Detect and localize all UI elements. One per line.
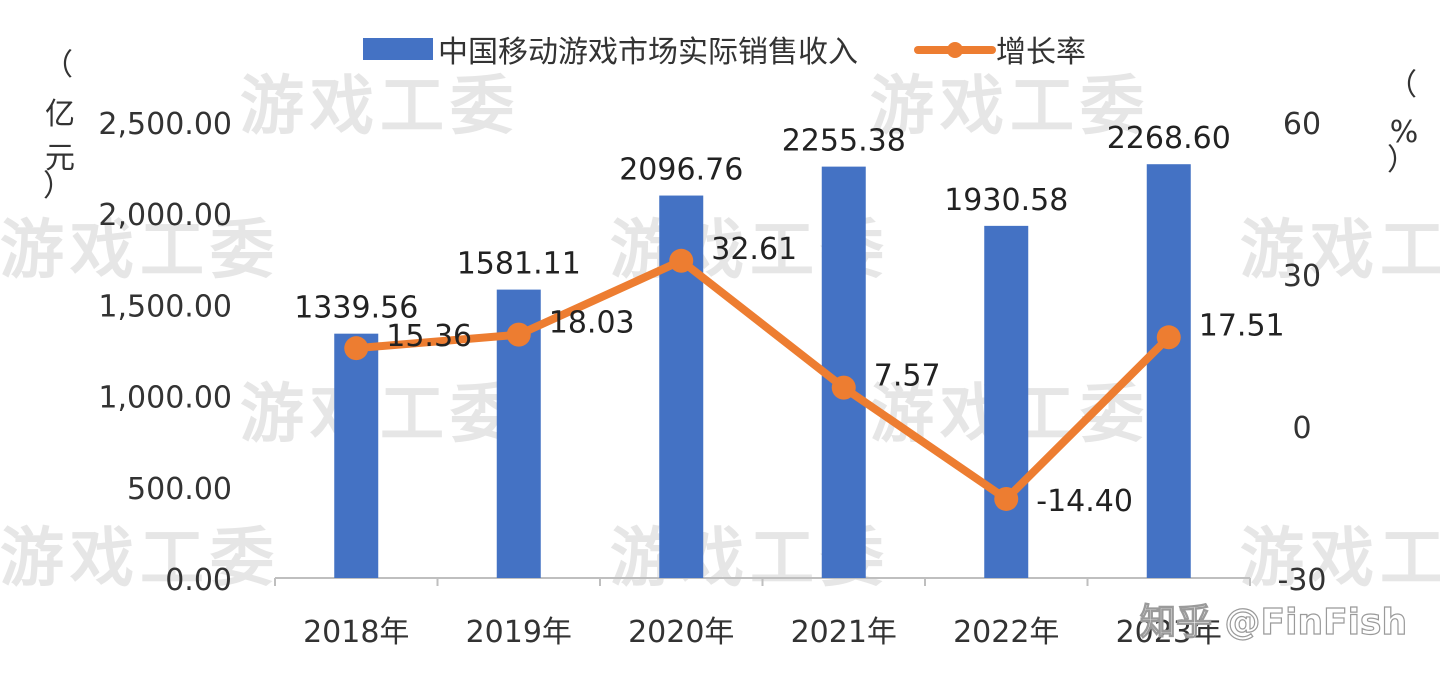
growth-point	[344, 336, 369, 361]
line-series	[344, 248, 1181, 511]
legend-line-marker	[947, 42, 963, 58]
bar-data-label: 1930.58	[944, 183, 1068, 218]
x-axis-tick-label: 2018年	[303, 615, 409, 650]
right-axis-tick-label: 0	[1292, 411, 1311, 446]
watermark-text: 游戏工委	[1240, 214, 1440, 288]
left-axis-tick-label: 2,500.00	[98, 107, 232, 142]
growth-data-label: 32.61	[711, 232, 797, 267]
left-unit-close: ）	[43, 169, 73, 204]
x-axis-tick-label: 2021年	[791, 615, 897, 650]
bar-data-label: 1339.56	[294, 291, 418, 326]
right-unit-open: （	[1387, 68, 1417, 103]
growth-point	[506, 322, 531, 347]
bar-data-label: 1581.11	[457, 247, 581, 282]
bar-data-label: 2268.60	[1107, 121, 1231, 156]
left-axis-tick-label: 1,000.00	[98, 381, 232, 416]
growth-data-label: 17.51	[1199, 308, 1285, 343]
left-axis-unit-label: （ 亿 元 ）	[43, 48, 75, 204]
left-axis: 0.00 500.00 1,000.00 1,500.00 2,000.00 2,500.…	[98, 107, 232, 598]
watermark-text: 游戏工委	[0, 522, 280, 596]
credit-watermark: 知乎 @FinFish	[1140, 602, 1407, 643]
growth-point	[994, 486, 1019, 511]
left-axis-tick-label: 500.00	[127, 472, 232, 507]
right-unit-close: ）	[1387, 143, 1417, 178]
right-axis-unit-label: （ % ）	[1387, 68, 1418, 178]
right-axis-tick-label: 60	[1283, 107, 1321, 142]
x-axis-tick-label: 2022年	[953, 615, 1059, 650]
legend: 中国移动游戏市场实际销售收入 增长率	[363, 35, 1086, 70]
legend-bar-label: 中国移动游戏市场实际销售收入	[438, 35, 858, 70]
left-unit-open: （	[43, 48, 73, 83]
x-axis-tick-label: 2023年	[1116, 615, 1222, 650]
bar-data-labels: 1339.56 1581.11 2096.76 2255.38 1930.58 2268.…	[294, 121, 1231, 325]
left-axis-tick-label: 1,500.00	[98, 289, 232, 324]
watermark-text: 游戏工委	[240, 70, 520, 144]
left-unit-char-2: 元	[45, 141, 75, 176]
growth-line	[352, 256, 1173, 503]
watermark-text: 游戏工委	[0, 214, 280, 288]
right-axis: -30 0 30 60	[1278, 107, 1327, 598]
watermark-text: 游戏工委	[240, 378, 520, 452]
right-axis-tick-label: 30	[1283, 259, 1321, 294]
watermark-text: 游戏工委	[1240, 522, 1440, 596]
bar	[984, 225, 1029, 578]
growth-point	[669, 248, 694, 273]
watermark-text: 游戏工委	[870, 70, 1150, 144]
growth-point	[831, 375, 856, 400]
left-unit-char-1: 亿	[45, 97, 75, 132]
growth-data-label: 18.03	[549, 306, 635, 341]
growth-data-label: 15.36	[386, 319, 472, 354]
left-axis-tick-label: 0.00	[165, 563, 232, 598]
x-axis: 2018年 2019年 2020年 2021年 2022年 2023年	[274, 577, 1251, 650]
line-data-labels: 15.36 18.03 32.61 7.57 -14.40 17.51	[386, 232, 1284, 519]
bar-data-label: 2255.38	[782, 124, 906, 159]
bar-data-label: 2096.76	[619, 153, 743, 188]
growth-data-label: -14.40	[1036, 484, 1133, 519]
bar	[334, 333, 379, 578]
bar	[1146, 164, 1191, 578]
right-axis-tick-label: -30	[1278, 563, 1327, 598]
x-axis-tick-label: 2020年	[628, 615, 734, 650]
legend-line-label: 增长率	[996, 35, 1086, 70]
growth-point	[1156, 325, 1181, 350]
x-axis-tick-label: 2019年	[466, 615, 572, 650]
right-unit-symbol: %	[1390, 115, 1419, 150]
growth-data-label: 7.57	[874, 359, 941, 394]
left-axis-tick-label: 2,000.00	[98, 198, 232, 233]
legend-bar-swatch	[363, 38, 433, 60]
